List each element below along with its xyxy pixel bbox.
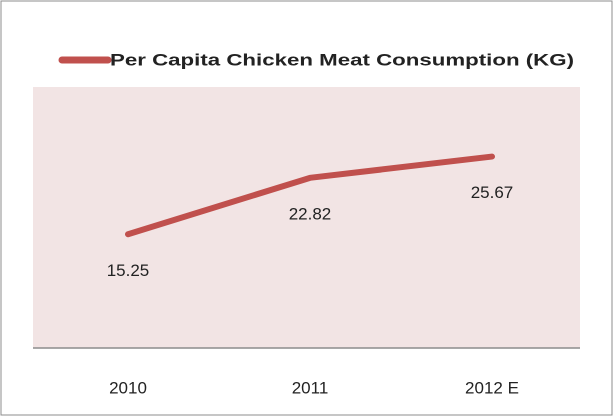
data-label: 25.67 bbox=[471, 183, 514, 202]
x-tick-label: 2011 bbox=[292, 378, 329, 397]
series-line bbox=[125, 153, 495, 238]
x-tick-label: 2010 bbox=[109, 378, 147, 397]
legend-label: Per Capita Chicken Meat Consumption (KG) bbox=[110, 50, 574, 69]
data-label: 15.25 bbox=[107, 261, 150, 280]
data-label: 22.82 bbox=[289, 204, 332, 223]
x-tick-label: 2012 E bbox=[465, 378, 519, 397]
plot-area bbox=[33, 87, 580, 348]
